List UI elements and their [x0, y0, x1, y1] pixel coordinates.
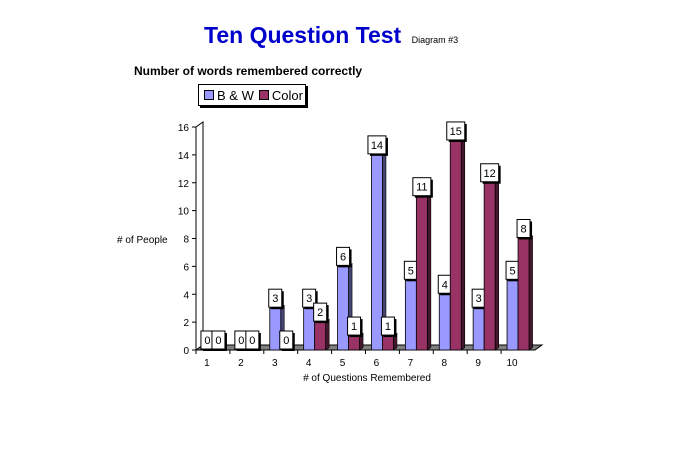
data-label: 1 — [385, 321, 391, 333]
x-tick-label: 1 — [204, 358, 210, 369]
data-label: 0 — [283, 335, 289, 347]
y-tick-label: 0 — [183, 346, 189, 357]
data-label: 2 — [317, 307, 323, 319]
data-label-box — [516, 219, 531, 238]
x-tick-label: 5 — [340, 358, 346, 369]
bar-side — [325, 319, 330, 351]
bar-bw-10 — [506, 279, 519, 351]
diagram-tag: Diagram #3 — [411, 35, 459, 45]
data-label: 1 — [351, 321, 357, 333]
data-label: 3 — [306, 293, 312, 305]
bar-bw-9 — [472, 307, 485, 351]
legend-swatch-color — [258, 90, 269, 100]
bar-bw-5 — [337, 265, 349, 351]
bar-side — [427, 193, 432, 351]
data-label: 3 — [272, 293, 278, 305]
data-label: 4 — [442, 279, 448, 291]
data-label: 11 — [416, 182, 427, 194]
bar-bw-8 — [438, 293, 451, 351]
title-row: Ten Question Test Diagram #3 — [204, 22, 458, 49]
bar-color-4 — [314, 321, 327, 351]
data-label: 14 — [371, 140, 383, 152]
data-label: 0 — [238, 335, 244, 347]
data-label: 5 — [509, 265, 515, 277]
x-tick-label: 8 — [441, 358, 447, 369]
bar-side — [528, 235, 533, 351]
bar-side — [494, 179, 499, 351]
bar-color-7 — [415, 196, 428, 351]
legend-label-color: Color — [271, 87, 303, 103]
y-tick-label: 6 — [183, 262, 189, 273]
data-label-box — [313, 302, 328, 322]
data-label: 3 — [476, 293, 482, 305]
bar-bw-6 — [371, 154, 383, 351]
bar-side — [460, 137, 466, 351]
data-label: 0 — [215, 335, 221, 347]
legend: B & W Color — [198, 84, 306, 106]
data-label: 0 — [249, 335, 255, 347]
bar-color-8 — [449, 140, 462, 351]
y-tick-label: 2 — [183, 318, 189, 329]
data-label-box — [279, 330, 294, 350]
chart-title: Ten Question Test — [204, 22, 402, 48]
bar-bw-3 — [269, 307, 282, 351]
data-label-box — [412, 177, 432, 197]
data-label-box — [268, 288, 283, 308]
legend-swatch-bw — [204, 90, 214, 100]
data-label: 15 — [450, 126, 462, 138]
bar-color-6 — [382, 335, 394, 351]
data-label-box — [245, 330, 260, 350]
bar-bw-7 — [404, 279, 417, 351]
data-label: 8 — [520, 224, 526, 236]
data-label-box — [480, 163, 500, 183]
left-wall — [195, 121, 204, 351]
bar-color-5 — [348, 335, 360, 351]
y-tick-label: 14 — [178, 151, 190, 162]
bar-bw-4 — [303, 307, 316, 351]
chart-subtitle: Number of words remembered correctly — [134, 64, 363, 78]
data-label-box — [380, 316, 395, 336]
x-tick-label: 6 — [374, 358, 380, 369]
x-tick-label: 9 — [475, 358, 481, 369]
data-label-box — [367, 135, 387, 155]
data-label: 5 — [408, 265, 414, 277]
data-label: 12 — [484, 168, 496, 180]
y-tick-label: 4 — [183, 290, 189, 301]
data-label: 0 — [204, 335, 210, 347]
y-axis-title: # of People — [117, 235, 168, 246]
data-label-box — [302, 288, 317, 308]
x-tick-label: 7 — [408, 358, 414, 369]
bar-color-9 — [483, 182, 496, 351]
data-label-box — [336, 246, 351, 266]
x-tick-label: 10 — [506, 358, 518, 369]
data-label-box — [347, 316, 362, 336]
data-label-box — [446, 121, 466, 141]
data-label: 6 — [340, 251, 346, 263]
data-label-box — [211, 330, 226, 350]
y-tick-label: 8 — [183, 235, 189, 246]
x-axis-title: # of Questions Remembered — [303, 373, 431, 384]
y-tick-label: 10 — [178, 207, 190, 218]
x-tick-label: 2 — [238, 358, 244, 369]
y-tick-label: 16 — [178, 123, 190, 134]
legend-label-bw: B & W — [217, 87, 254, 103]
y-tick-label: 12 — [178, 179, 190, 190]
x-tick-label: 3 — [272, 358, 278, 369]
x-tick-label: 4 — [306, 358, 312, 369]
bar-color-10 — [517, 238, 530, 351]
